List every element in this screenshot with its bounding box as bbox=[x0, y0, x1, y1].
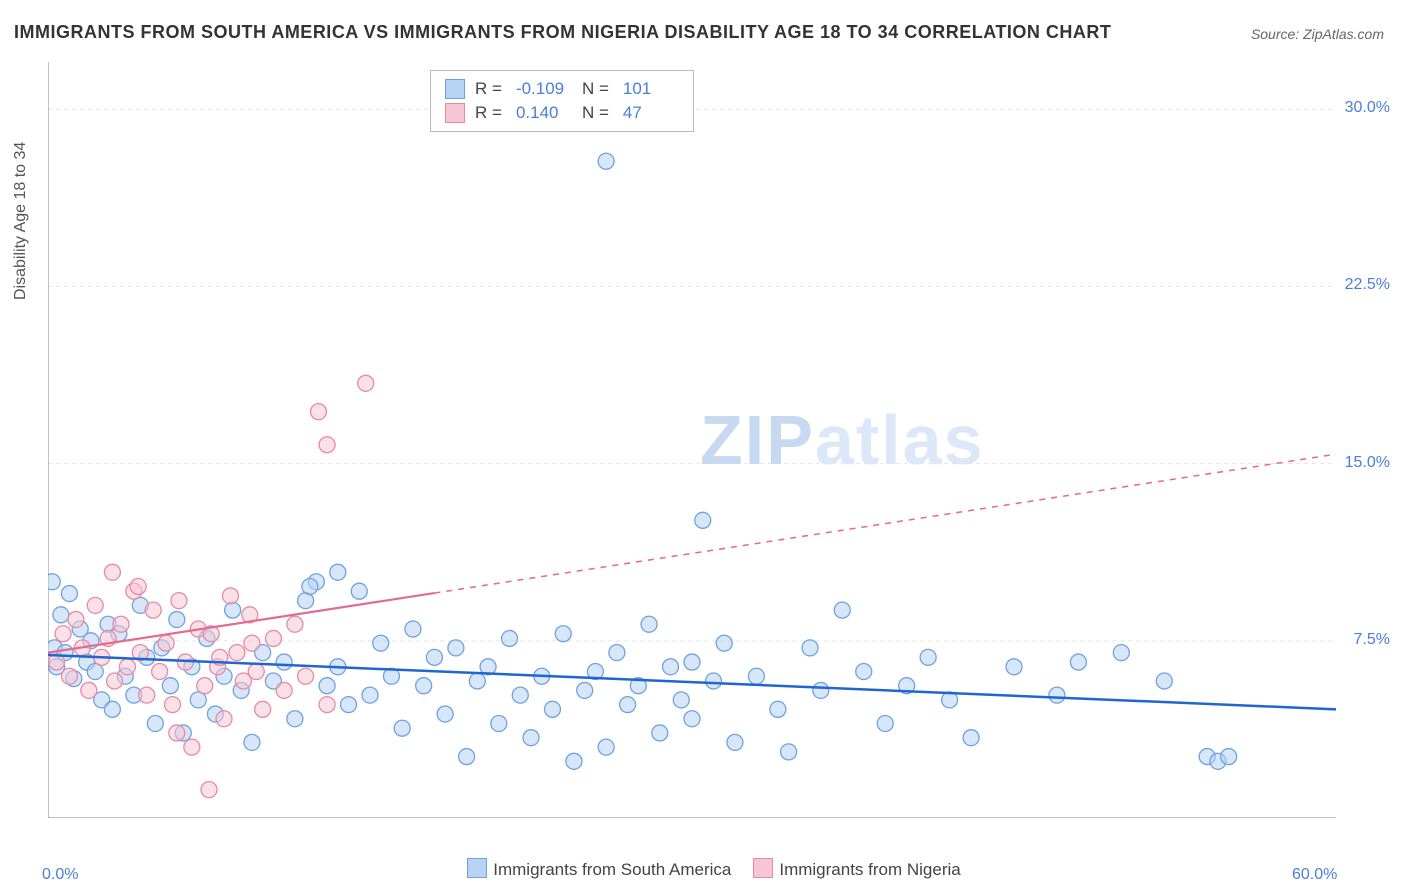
legend-swatch bbox=[753, 858, 773, 878]
series-legend: Immigrants from South America Immigrants … bbox=[0, 858, 1406, 880]
correlation-legend: R =-0.109 N =101 R =0.140 N =47 bbox=[430, 70, 694, 132]
plot-svg bbox=[48, 62, 1336, 818]
source-attribution: Source: ZipAtlas.com bbox=[1251, 26, 1384, 42]
y-tick-label: 7.5% bbox=[1354, 631, 1390, 649]
legend-label: Immigrants from Nigeria bbox=[779, 860, 960, 879]
y-axis-label: Disability Age 18 to 34 bbox=[12, 142, 30, 300]
y-tick-label: 30.0% bbox=[1345, 99, 1390, 117]
legend-label: Immigrants from South America bbox=[493, 860, 731, 879]
legend-swatch bbox=[467, 858, 487, 878]
x-tick-label: 60.0% bbox=[1292, 866, 1337, 884]
scatter-plot bbox=[48, 62, 1336, 818]
legend-row: R =-0.109 N =101 bbox=[445, 77, 679, 101]
y-tick-label: 22.5% bbox=[1345, 276, 1390, 294]
chart-title: IMMIGRANTS FROM SOUTH AMERICA VS IMMIGRA… bbox=[14, 22, 1111, 43]
y-tick-label: 15.0% bbox=[1345, 454, 1390, 472]
x-tick-label: 0.0% bbox=[42, 866, 78, 884]
legend-row: R =0.140 N =47 bbox=[445, 101, 679, 125]
